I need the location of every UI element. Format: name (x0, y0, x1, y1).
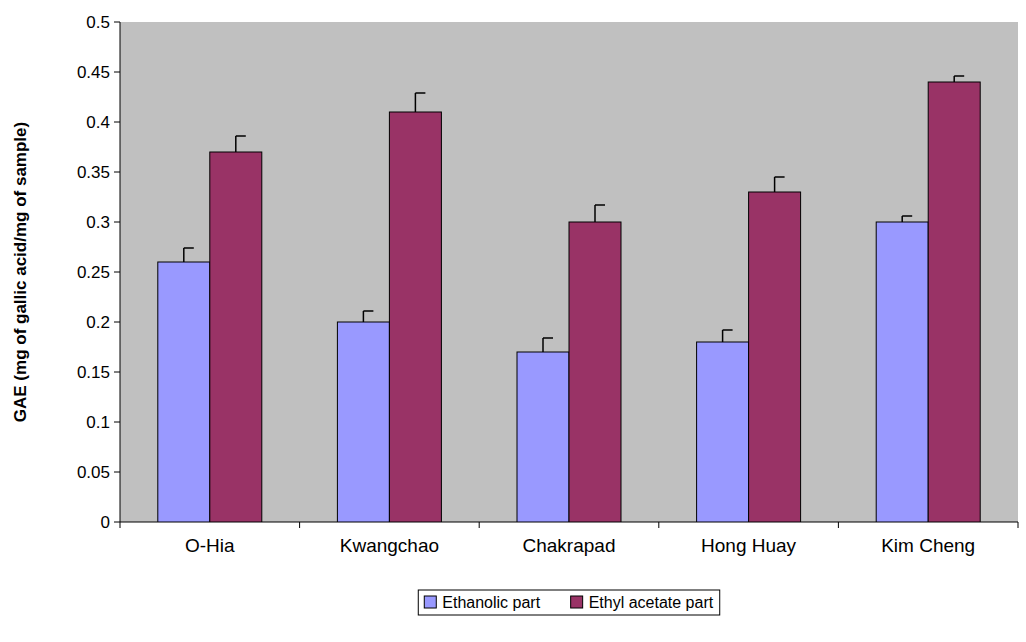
y-tick (114, 422, 120, 423)
y-tick-label: 0.1 (86, 413, 110, 432)
bar (210, 152, 262, 522)
y-tick-label: 0.2 (86, 313, 110, 332)
y-tick (114, 272, 120, 273)
bar (389, 112, 441, 522)
legend: Ethanolic part Ethyl acetate part (424, 594, 713, 611)
bar (569, 222, 621, 522)
error-bar (902, 216, 912, 222)
y-tick-label: 0.25 (77, 263, 110, 282)
legend-swatch (571, 596, 583, 608)
bar (749, 192, 801, 522)
y-tick-label: 0.35 (77, 163, 110, 182)
y-tick (114, 122, 120, 123)
plot-background (120, 22, 1018, 522)
y-tick-label: 0.3 (86, 213, 110, 232)
x-tick-label: Kim Cheng (881, 535, 975, 556)
legend-label: Ethyl acetate part (589, 594, 714, 611)
bars (158, 76, 980, 522)
error-bar (723, 330, 733, 342)
x-tick (299, 522, 300, 528)
x-tick-label: Chakrapad (523, 535, 616, 556)
bar (158, 262, 210, 522)
x-tick-label: Hong Huay (701, 535, 797, 556)
y-axis-title: GAE (mg of gallic acid/mg of sample) (11, 122, 30, 422)
error-bar (775, 177, 785, 192)
error-bar (595, 205, 605, 222)
error-bar (415, 93, 425, 112)
y-tick-label: 0.05 (77, 463, 110, 482)
error-bar (363, 311, 373, 322)
error-bar (236, 136, 246, 152)
bar (337, 322, 389, 522)
bar (928, 82, 980, 522)
y-tick (114, 172, 120, 173)
y-tick (114, 522, 120, 523)
bar (876, 222, 928, 522)
bar (517, 352, 569, 522)
y-tick (114, 22, 120, 23)
error-bar (543, 338, 553, 352)
x-tick (1018, 522, 1019, 528)
x-tick (838, 522, 839, 528)
y-tick-label: 0.15 (77, 363, 110, 382)
x-tick (479, 522, 480, 528)
y-tick (114, 372, 120, 373)
x-tick-label: Kwangchao (340, 535, 439, 556)
y-tick (114, 222, 120, 223)
y-tick (114, 472, 120, 473)
error-bar (954, 76, 964, 82)
chart: 0 0.05 0.1 0.15 0.2 0.25 0.3 0.35 0.4 0.45 0.5 GAE … (0, 0, 1026, 642)
y-tick-label: 0.4 (86, 113, 110, 132)
legend-frame (418, 590, 719, 615)
y-tick-label: 0 (101, 513, 110, 532)
y-tick (114, 72, 120, 73)
x-tick (120, 522, 121, 528)
y-tick-label: 0.45 (77, 63, 110, 82)
legend-label: Ethanolic part (442, 594, 540, 611)
x-tick (658, 522, 659, 528)
legend-swatch (424, 596, 436, 608)
bar (697, 342, 749, 522)
y-tick (114, 322, 120, 323)
chart-container: 0 0.05 0.1 0.15 0.2 0.25 0.3 0.35 0.4 0.45 0.5 GAE … (0, 0, 1026, 642)
y-tick-label: 0.5 (86, 13, 110, 32)
error-bar (184, 248, 194, 262)
x-tick-label: O-Hia (185, 535, 235, 556)
